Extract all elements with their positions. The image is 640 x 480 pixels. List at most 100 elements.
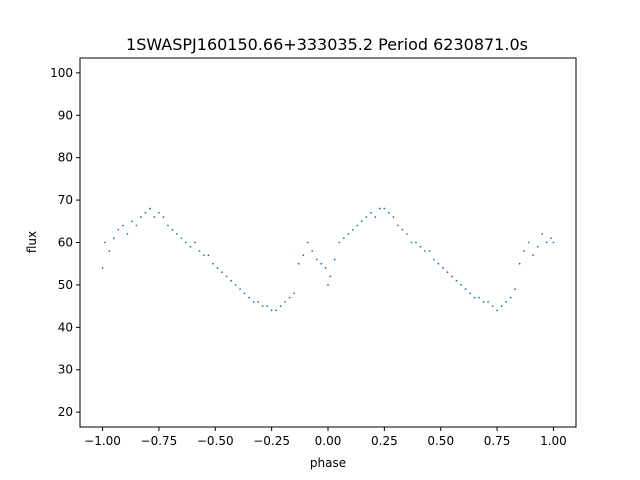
data-point <box>527 241 530 244</box>
data-point <box>121 224 124 227</box>
data-point <box>194 241 196 244</box>
data-point <box>101 267 104 269</box>
data-point <box>112 237 115 240</box>
data-point <box>239 288 241 291</box>
data-point <box>144 211 147 214</box>
data-point <box>230 279 232 282</box>
data-point <box>500 305 503 308</box>
data-point <box>392 216 395 218</box>
data-point <box>243 292 246 295</box>
data-point <box>478 296 480 299</box>
data-point <box>293 292 296 295</box>
data-point <box>351 228 354 231</box>
data-point <box>552 241 555 244</box>
data-point <box>550 237 553 240</box>
data-point <box>207 254 210 257</box>
data-point <box>419 245 422 248</box>
data-point <box>455 279 458 282</box>
data-point <box>203 254 205 257</box>
y-tick-label: 30 <box>58 363 73 377</box>
x-tick-label: −0.50 <box>197 434 234 448</box>
data-point <box>451 275 453 278</box>
data-point <box>487 300 489 303</box>
x-tick-label: −1.00 <box>84 434 121 448</box>
data-point <box>324 267 327 269</box>
data-point <box>347 233 350 235</box>
data-point <box>248 296 250 299</box>
x-tick-label: 1.00 <box>540 434 567 448</box>
data-point <box>365 216 368 218</box>
data-point <box>329 275 332 278</box>
data-point <box>234 284 237 286</box>
data-point <box>176 233 178 235</box>
data-point <box>320 262 323 265</box>
x-tick-label: 0.75 <box>484 434 511 448</box>
y-tick-label: 20 <box>58 405 73 419</box>
data-point <box>130 220 133 223</box>
y-axis-ticks: 20 30 40 50 60 70 80 90 100 <box>50 66 80 419</box>
data-point <box>306 241 309 244</box>
data-point <box>482 300 485 303</box>
y-tick-label: 50 <box>58 278 73 292</box>
data-point <box>221 271 223 274</box>
data-point <box>153 216 156 218</box>
data-point <box>437 262 440 265</box>
data-point <box>460 284 462 286</box>
data-point <box>410 241 413 244</box>
data-point <box>288 296 291 299</box>
x-axis-ticks: −1.00 −0.75 −0.50 −0.25 0.00 0.25 0.50 0.75 1.00 <box>84 427 567 448</box>
data-point <box>415 241 417 244</box>
y-tick-label: 100 <box>50 66 73 80</box>
data-point <box>212 262 214 265</box>
data-point <box>126 233 129 235</box>
data-point <box>464 288 467 291</box>
data-point <box>473 296 476 299</box>
data-point <box>189 245 192 248</box>
data-point <box>279 305 282 308</box>
data-point <box>360 220 363 223</box>
data-point <box>135 224 138 227</box>
data-point <box>158 211 160 214</box>
data-point <box>342 237 345 240</box>
data-point <box>406 233 408 235</box>
data-point <box>532 254 535 257</box>
data-point <box>103 241 106 244</box>
y-tick-label: 40 <box>58 320 73 334</box>
data-point <box>401 228 404 231</box>
data-point <box>117 228 120 231</box>
data-points <box>101 207 555 312</box>
data-point <box>297 262 300 265</box>
data-point <box>270 309 273 312</box>
data-point <box>446 271 449 274</box>
y-tick-label: 70 <box>58 193 73 207</box>
data-point <box>514 288 517 291</box>
data-point <box>442 267 444 269</box>
data-point <box>518 262 521 265</box>
x-tick-label: 0.25 <box>371 434 398 448</box>
x-tick-label: −0.25 <box>253 434 290 448</box>
x-tick-label: 0.00 <box>315 434 342 448</box>
chart-title: 1SWASPJ160150.66+333035.2 Period 6230871… <box>126 35 528 54</box>
data-point <box>108 250 111 252</box>
data-point <box>523 250 526 252</box>
data-point <box>225 275 228 278</box>
data-point <box>433 258 435 261</box>
y-tick-label: 90 <box>58 108 73 122</box>
data-point <box>424 250 426 252</box>
x-tick-label: 0.50 <box>427 434 454 448</box>
data-point <box>198 250 201 252</box>
data-point <box>148 207 151 210</box>
data-point <box>167 224 169 227</box>
data-point <box>383 207 386 210</box>
data-point <box>275 309 278 312</box>
data-point <box>139 216 142 218</box>
data-point <box>327 284 329 286</box>
data-point <box>180 237 183 240</box>
data-point <box>284 300 287 303</box>
data-point <box>257 300 260 303</box>
data-point <box>369 211 372 214</box>
data-point <box>162 216 165 218</box>
x-tick-label: −0.75 <box>141 434 178 448</box>
